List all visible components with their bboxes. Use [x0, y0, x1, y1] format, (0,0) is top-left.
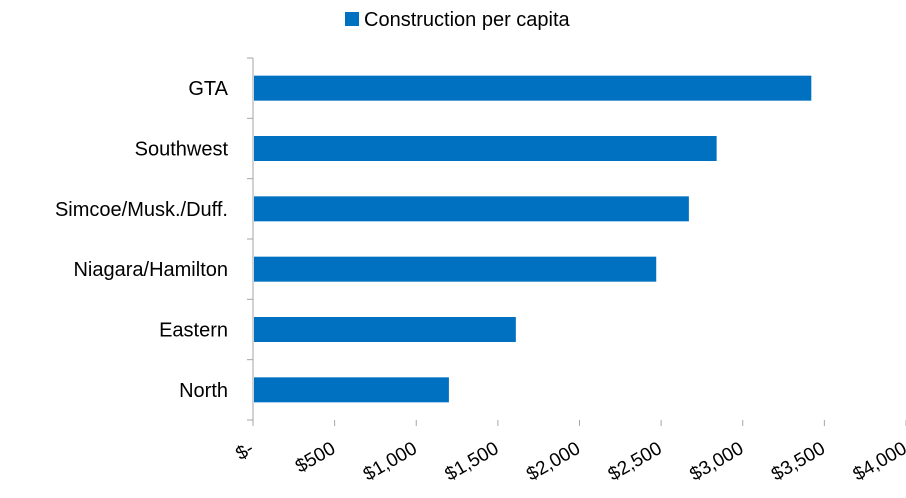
- x-tick-label: $1,500: [442, 438, 503, 485]
- bars: [254, 75, 812, 403]
- x-tick-label: $4,000: [850, 438, 906, 485]
- category-label: Southwest: [135, 139, 229, 161]
- bar-north: [254, 377, 449, 403]
- bar-eastern: [254, 317, 516, 342]
- bar-gta: [254, 75, 812, 101]
- legend: Construction per capita: [345, 9, 571, 31]
- category-label: Niagara/Hamilton: [73, 259, 228, 281]
- bar-niagara-hamilton: [254, 256, 657, 282]
- category-labels: GTA Southwest Simcoe/Musk./Duff. Niagara/Ha…: [55, 78, 229, 402]
- axes: [247, 57, 906, 426]
- x-tick-labels: $- $500 $1,000 $1,500 $2,000 $2,500 $3,000 $3,5…: [232, 438, 906, 485]
- legend-swatch: [345, 12, 359, 26]
- x-tick-label: $3,000: [686, 438, 747, 485]
- category-label: North: [179, 380, 228, 402]
- category-label: Simcoe/Musk./Duff.: [55, 199, 228, 221]
- legend-label: Construction per capita: [364, 9, 571, 31]
- x-tick-label: $500: [292, 438, 339, 477]
- x-tick-label: $2,500: [605, 438, 666, 485]
- bar-southwest: [254, 136, 717, 161]
- category-label: Eastern: [159, 320, 228, 342]
- x-tick-label: $2,000: [523, 438, 584, 485]
- category-label: GTA: [188, 78, 228, 100]
- x-tick-label: $-: [232, 438, 257, 465]
- x-tick-label: $1,000: [360, 438, 421, 485]
- bar-simcoe-musk-duff: [254, 196, 689, 222]
- x-tick-label: $3,500: [768, 438, 829, 485]
